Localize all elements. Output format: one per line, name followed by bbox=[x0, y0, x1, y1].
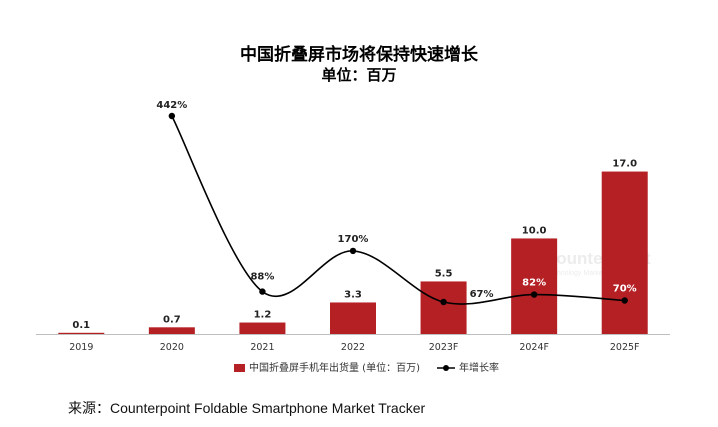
x-tick-label-2021: 2021 bbox=[250, 342, 274, 353]
bar-value-label-2019: 0.1 bbox=[72, 320, 90, 331]
bar-2022 bbox=[330, 302, 376, 334]
x-tick-label-2023F: 2023F bbox=[429, 342, 459, 353]
growth-point-2023F bbox=[440, 298, 447, 306]
bar-value-label-2022: 3.3 bbox=[344, 289, 362, 300]
legend: 中国折叠屏手机年出货量 (单位：百万) 年增长率 bbox=[234, 361, 499, 374]
bar-2019 bbox=[58, 332, 105, 334]
bar-value-label-2020: 0.7 bbox=[163, 314, 181, 325]
x-tick-label-2022: 2022 bbox=[341, 342, 365, 353]
growth-point-2022 bbox=[349, 247, 357, 255]
source-note: 来源：Counterpoint Foldable Smartphone Mark… bbox=[68, 400, 426, 416]
bar-2020 bbox=[148, 327, 195, 334]
legend-label-growth: 年增长率 bbox=[459, 361, 499, 374]
bar-value-label-2025F: 17.0 bbox=[612, 159, 637, 170]
bar-value-label-2024F: 10.0 bbox=[522, 225, 547, 236]
growth-value-label-2020: 442% bbox=[156, 100, 187, 111]
x-tick-label-2020: 2020 bbox=[160, 342, 184, 353]
bar-2021 bbox=[239, 322, 286, 334]
legend-label-shipments: 中国折叠屏手机年出货量 (单位：百万) bbox=[249, 361, 420, 374]
growth-point-2021 bbox=[259, 288, 266, 295]
x-tick-label-2025F: 2025F bbox=[610, 342, 640, 353]
bar-2023F bbox=[420, 281, 467, 334]
growth-value-label-2025F: 70% bbox=[613, 284, 637, 295]
chart-subtitle: 单位：百万 bbox=[321, 66, 397, 84]
growth-point-2020 bbox=[168, 112, 176, 120]
growth-value-label-2021: 88% bbox=[250, 272, 274, 283]
growth-value-label-2023F: 67% bbox=[470, 289, 494, 300]
growth-value-label-2024F: 82% bbox=[522, 278, 546, 289]
chart-title: 中国折叠屏市场将保持快速增长 bbox=[240, 45, 478, 65]
x-tick-label-2019: 2019 bbox=[69, 342, 93, 353]
bar-2024F bbox=[511, 238, 558, 334]
legend-marker-growth bbox=[443, 365, 449, 371]
bar-value-label-2023F: 5.5 bbox=[435, 268, 453, 279]
bar-value-label-2021: 1.2 bbox=[254, 310, 272, 321]
bar-2025F bbox=[601, 171, 648, 334]
x-tick-label-2024F: 2024F bbox=[519, 342, 549, 353]
watermark-tagline: Technology Market Research bbox=[546, 270, 637, 277]
growth-point-2025F bbox=[621, 297, 628, 304]
growth-value-label-2022: 170% bbox=[338, 234, 369, 245]
legend-swatch-shipments bbox=[234, 364, 245, 372]
growth-point-2024F bbox=[530, 291, 538, 298]
